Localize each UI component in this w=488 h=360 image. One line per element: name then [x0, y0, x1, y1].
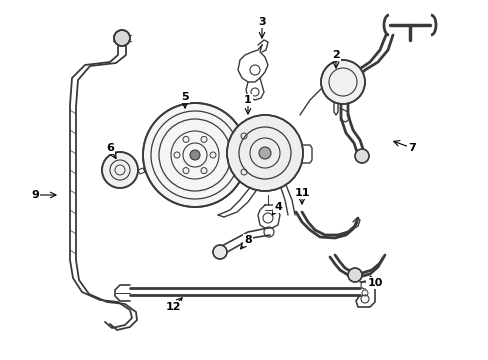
- Text: 10: 10: [366, 278, 382, 288]
- Text: 8: 8: [244, 235, 251, 245]
- Text: 3: 3: [258, 17, 265, 27]
- Text: 7: 7: [407, 143, 415, 153]
- Text: 11: 11: [294, 188, 309, 198]
- Circle shape: [114, 30, 130, 46]
- Text: 9: 9: [31, 190, 39, 200]
- Circle shape: [226, 115, 303, 191]
- Text: 5: 5: [181, 92, 188, 102]
- Text: 2: 2: [331, 50, 339, 60]
- Circle shape: [102, 152, 138, 188]
- Circle shape: [190, 150, 200, 160]
- Circle shape: [354, 149, 368, 163]
- Circle shape: [142, 103, 246, 207]
- Circle shape: [259, 147, 270, 159]
- Text: 4: 4: [273, 202, 282, 212]
- Circle shape: [320, 60, 364, 104]
- Text: 6: 6: [106, 143, 114, 153]
- Text: 1: 1: [244, 95, 251, 105]
- Circle shape: [347, 268, 361, 282]
- Circle shape: [213, 245, 226, 259]
- Text: 12: 12: [165, 302, 181, 312]
